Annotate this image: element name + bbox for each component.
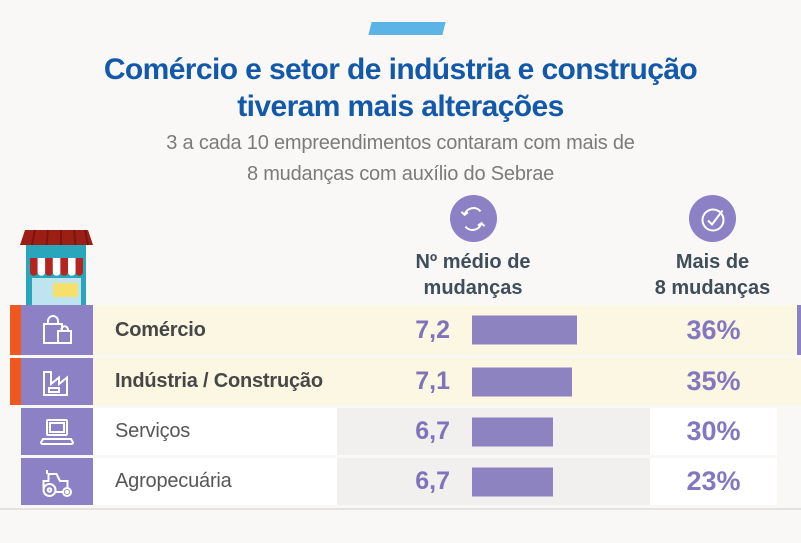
row-category: Indústria / Construção [115,370,323,392]
purple-edge-sliver [797,305,801,355]
row-avg-value: 6,7 [415,417,450,445]
table-row-agropecuaria: Agropecuária 6,7 23% [0,458,801,505]
shopping-bags-icon [21,305,93,355]
row-pct-panel [650,408,777,455]
row-pct-value: 35% [686,366,741,396]
page-title-line1: Comércio e setor de indústria e construç… [103,53,698,86]
table-row-comercio: Comércio 7,2 36% [0,305,801,355]
row-category: Serviços [115,420,191,442]
factory-icon [21,358,93,405]
page-subtitle-line1: 3 a cada 10 empreendimentos contaram com… [166,132,635,154]
column-label-avg-line2: mudanças [423,277,523,299]
column-label-more8-line2: 8 mudanças [654,277,771,299]
column-label-avg-line1: Nº médio de [415,251,531,273]
row-highlight-background [93,305,801,355]
table-row-industria-construcao: Indústria / Construção 7,1 35% [0,358,801,405]
row-label-panel [93,408,337,455]
row-pct-value: 36% [686,314,741,345]
row-bar [472,467,553,496]
row-category: Agropecuária [115,470,232,492]
store-sign [53,283,78,297]
row-bar [472,367,572,396]
top-accent-bar [368,22,446,35]
row-pct-panel [650,458,777,505]
row-avg-value: 7,1 [415,367,450,395]
page-title-line2: tiveram mais alterações [237,90,564,123]
row-bar [472,315,577,345]
column-header-avg-changes: Nº médio de mudanças [393,195,553,301]
table-bottom-divider [0,508,801,510]
row-label-panel [93,458,337,505]
row-bar [472,417,553,446]
row-pct-value: 30% [686,416,741,446]
row-avg-value: 6,7 [415,467,450,495]
row-highlight-background [93,358,801,405]
column-header-more-than-8: Mais de 8 mudanças [640,195,785,301]
row-category: Comércio [115,318,206,341]
check-circle-icon [689,195,736,242]
column-label-avg: Nº médio de mudanças [393,249,553,301]
table-row-servicos: Serviços 6,7 30% [0,408,801,455]
storefront-illustration [19,229,93,307]
row-highlight-accent [10,305,21,355]
sector-table: Comércio 7,2 36% Indústria / Construção … [0,305,801,510]
tractor-icon [21,458,93,505]
column-label-more8-line1: Mais de [675,251,750,273]
row-avg-value: 7,2 [415,315,450,344]
sync-icon [449,195,497,242]
page-title: Comércio e setor de indústria e construç… [0,51,801,125]
store-awning [30,258,83,276]
page-subtitle: 3 a cada 10 empreendimentos contaram com… [0,128,801,190]
row-highlight-accent [10,358,21,405]
row-pct-value: 23% [686,466,741,496]
column-label-more8: Mais de 8 mudanças [640,249,785,301]
page-subtitle-line2: 8 mudanças com auxílio do Sebrae [246,163,555,185]
laptop-icon [21,408,93,455]
store-roof [20,230,93,245]
